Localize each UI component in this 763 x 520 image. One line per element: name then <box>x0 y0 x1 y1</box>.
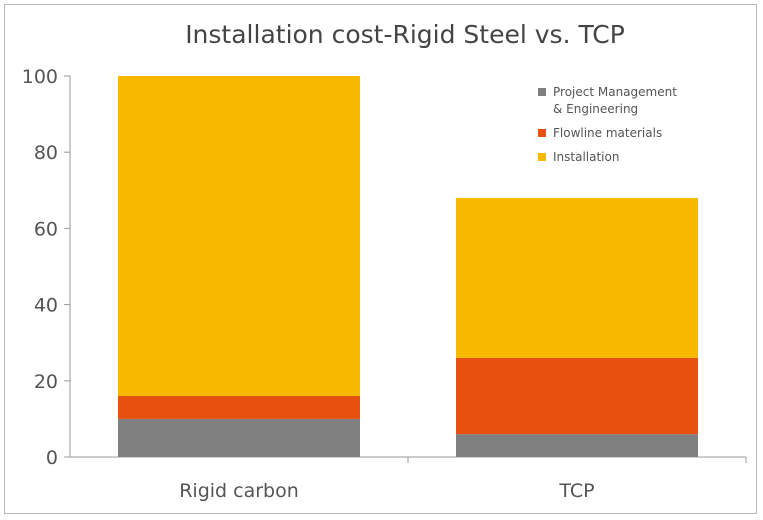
legend-label: Project Management <box>553 85 677 99</box>
legend-label: Installation <box>553 150 619 164</box>
bar-segment <box>456 357 698 435</box>
legend-label: Flowline materials <box>553 126 662 140</box>
bars <box>118 76 698 457</box>
y-tick-label: 100 <box>22 66 58 88</box>
y-tick-label: 40 <box>34 295 58 317</box>
legend: Project Management & Engineering Flowline … <box>538 85 677 164</box>
x-tick-label: TCP <box>558 480 594 502</box>
bar-segment <box>118 396 360 419</box>
y-tick-label: 60 <box>34 218 58 240</box>
y-tick-label: 0 <box>46 447 58 469</box>
x-tick-label: Rigid carbon <box>179 480 299 502</box>
y-tick-label: 20 <box>34 371 58 393</box>
bar-segment <box>456 197 698 358</box>
bar-segment <box>456 434 698 457</box>
bar-segment <box>118 76 360 397</box>
y-tick-labels: 0 20 40 60 80 100 <box>22 66 70 469</box>
legend-swatch <box>538 153 546 161</box>
legend-swatch <box>538 129 546 137</box>
chart-title: Installation cost-Rigid Steel vs. TCP <box>185 20 625 49</box>
legend-swatch <box>538 88 546 96</box>
legend-label: & Engineering <box>553 102 638 116</box>
y-tick-label: 80 <box>34 142 58 164</box>
bar-segment <box>118 418 360 457</box>
x-tick-labels: Rigid carbon TCP <box>179 480 594 502</box>
